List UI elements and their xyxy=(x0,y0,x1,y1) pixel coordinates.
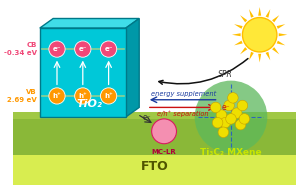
Polygon shape xyxy=(234,41,243,45)
Text: h⁺: h⁺ xyxy=(78,93,87,99)
Circle shape xyxy=(220,117,231,128)
Polygon shape xyxy=(232,33,241,36)
Text: e⁻: e⁻ xyxy=(143,113,152,122)
Circle shape xyxy=(216,110,227,120)
Polygon shape xyxy=(249,9,254,18)
Text: h⁺: h⁺ xyxy=(104,93,113,99)
Polygon shape xyxy=(279,33,287,36)
Circle shape xyxy=(49,88,65,104)
Text: Ti₃C₂ MXene: Ti₃C₂ MXene xyxy=(200,148,262,156)
Polygon shape xyxy=(277,24,285,29)
Text: e⁻: e⁻ xyxy=(78,46,87,52)
Polygon shape xyxy=(240,15,247,22)
Circle shape xyxy=(49,41,65,57)
Text: e⁻: e⁻ xyxy=(104,46,113,52)
Polygon shape xyxy=(126,19,139,117)
Text: e⁻: e⁻ xyxy=(221,103,230,112)
Text: h⁺: h⁺ xyxy=(53,93,61,99)
Text: energy supplement: energy supplement xyxy=(151,91,216,97)
Circle shape xyxy=(152,119,176,144)
Text: CB
-0.34 eV: CB -0.34 eV xyxy=(4,42,37,56)
Bar xyxy=(40,28,126,117)
Polygon shape xyxy=(258,7,261,16)
Bar xyxy=(13,150,296,155)
Text: TiO₂: TiO₂ xyxy=(77,99,103,109)
Circle shape xyxy=(100,88,117,104)
Circle shape xyxy=(228,93,238,103)
Bar xyxy=(13,114,296,155)
Circle shape xyxy=(212,117,223,128)
Text: SPR: SPR xyxy=(218,70,233,79)
Polygon shape xyxy=(258,54,261,63)
Bar xyxy=(13,154,296,185)
Polygon shape xyxy=(266,52,270,60)
Circle shape xyxy=(195,81,267,153)
Polygon shape xyxy=(272,15,279,22)
Circle shape xyxy=(242,18,277,52)
Polygon shape xyxy=(249,52,254,60)
Polygon shape xyxy=(266,9,270,18)
Polygon shape xyxy=(240,47,247,54)
Circle shape xyxy=(237,100,248,111)
Circle shape xyxy=(218,127,229,138)
Polygon shape xyxy=(277,41,285,45)
Text: VB
2.69 eV: VB 2.69 eV xyxy=(7,89,37,103)
FancyArrowPatch shape xyxy=(159,59,248,84)
Text: e⁻: e⁻ xyxy=(53,46,61,52)
Circle shape xyxy=(239,114,250,124)
Bar xyxy=(13,112,296,119)
Circle shape xyxy=(224,100,234,111)
Text: FTO: FTO xyxy=(141,160,168,173)
Circle shape xyxy=(75,88,91,104)
Circle shape xyxy=(210,102,221,113)
Polygon shape xyxy=(272,47,279,54)
Circle shape xyxy=(75,41,91,57)
Polygon shape xyxy=(234,24,243,29)
Circle shape xyxy=(235,119,246,130)
Circle shape xyxy=(231,108,242,118)
Polygon shape xyxy=(40,19,139,28)
Circle shape xyxy=(100,41,117,57)
Text: e∕h⁺ separation: e∕h⁺ separation xyxy=(157,110,209,117)
Text: MC-LR: MC-LR xyxy=(152,149,176,155)
Circle shape xyxy=(226,114,236,124)
